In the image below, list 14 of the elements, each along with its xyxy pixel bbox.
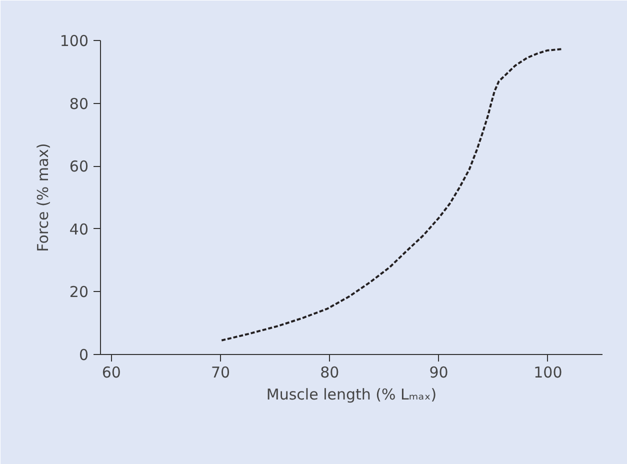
x-tick-label: 80 xyxy=(320,364,340,382)
x-tick-label: 70 xyxy=(211,364,230,382)
y-tick-label: 20 xyxy=(69,283,89,302)
x-axis-title: Muscle length (% Lₘₐₓ) xyxy=(266,386,437,404)
y-tick-label: 0 xyxy=(78,346,89,364)
y-tick-label: 80 xyxy=(69,94,89,113)
x-tick-label: 90 xyxy=(429,364,448,382)
y-tick-label: 100 xyxy=(60,32,89,50)
y-tick-label: 60 xyxy=(69,158,89,176)
line-series xyxy=(220,48,564,342)
x-tick-label: 60 xyxy=(102,364,121,382)
x-tick-label: 100 xyxy=(534,364,562,382)
y-tick-label: 40 xyxy=(69,220,89,238)
y-axis-title: Force (% max) xyxy=(34,143,52,252)
